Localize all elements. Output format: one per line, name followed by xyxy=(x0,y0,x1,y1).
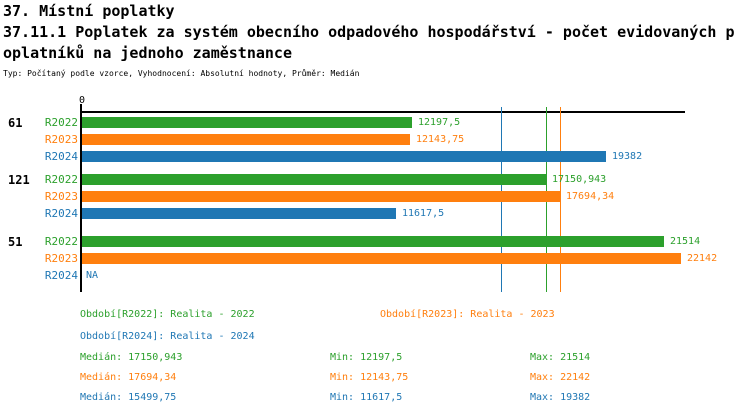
legend-item-r2023: Období[R2023]: Realita - 2023 xyxy=(380,309,555,320)
row-label-r2023: R2023 xyxy=(44,190,78,203)
stat-median-r2022: Medián: 17150,943 xyxy=(80,352,183,363)
row-label-r2023: R2023 xyxy=(44,252,78,265)
bar-value-label: 12197,5 xyxy=(418,117,461,128)
bar-value-label: 17694,34 xyxy=(566,191,615,202)
stat-min-r2024: Min: 11617,5 xyxy=(330,392,403,403)
chart-bar-121-r2024 xyxy=(82,208,396,219)
bar-value-label: 12143,75 xyxy=(416,134,465,145)
report-meta-line: Typ: Počítaný podle vzorce, Vyhodnocení:… xyxy=(3,69,360,78)
chart-bar-121-r2022 xyxy=(82,174,546,185)
stat-median-r2024: Medián: 15499,75 xyxy=(80,392,177,403)
chart-bar-121-r2023 xyxy=(82,191,560,202)
bar-value-label: 22142 xyxy=(687,253,718,264)
y-axis-line xyxy=(80,104,82,292)
group-label-61: 61 xyxy=(8,116,23,130)
report-section-title: 37. Místní poplatky xyxy=(3,2,175,20)
chart-bar-51-r2022 xyxy=(82,236,664,247)
row-label-r2024: R2024 xyxy=(44,207,78,220)
group-label-121: 121 xyxy=(8,173,30,187)
stat-max-r2024: Max: 19382 xyxy=(530,392,591,403)
row-label-r2022: R2022 xyxy=(44,116,78,129)
axis-origin-label: 0 xyxy=(78,95,86,106)
stat-min-r2022: Min: 12197,5 xyxy=(330,352,403,363)
chart-bar-61-r2022 xyxy=(82,117,412,128)
stat-max-r2022: Max: 21514 xyxy=(530,352,591,363)
legend-item-r2022: Období[R2022]: Realita - 2022 xyxy=(80,309,255,320)
row-label-r2022: R2022 xyxy=(44,235,78,248)
group-label-51: 51 xyxy=(8,235,23,249)
chart-bar-51-r2023 xyxy=(82,253,681,264)
chart-bar-61-r2024 xyxy=(82,151,606,162)
bar-value-label: NA xyxy=(86,270,99,281)
row-label-r2024: R2024 xyxy=(44,269,78,282)
stat-min-r2023: Min: 12143,75 xyxy=(330,372,409,383)
legend-item-r2024: Období[R2024]: Realita - 2024 xyxy=(80,331,255,342)
x-axis-line xyxy=(80,111,685,113)
stat-max-r2023: Max: 22142 xyxy=(530,372,591,383)
row-label-r2023: R2023 xyxy=(44,133,78,146)
bar-value-label: 17150,943 xyxy=(552,174,607,185)
stat-median-r2023: Medián: 17694,34 xyxy=(80,372,177,383)
report-indicator-title-line2: oplatníků na jednoho zaměstnance xyxy=(3,44,292,62)
row-label-r2022: R2022 xyxy=(44,173,78,186)
bar-value-label: 19382 xyxy=(612,151,643,162)
bar-value-label: 11617,5 xyxy=(402,208,445,219)
chart-bar-61-r2023 xyxy=(82,134,410,145)
bar-value-label: 21514 xyxy=(670,236,701,247)
median-line-r2023 xyxy=(560,107,561,292)
report-indicator-title-line1: 37.11.1 Poplatek za systém obecního odpa… xyxy=(3,23,735,41)
row-label-r2024: R2024 xyxy=(44,150,78,163)
